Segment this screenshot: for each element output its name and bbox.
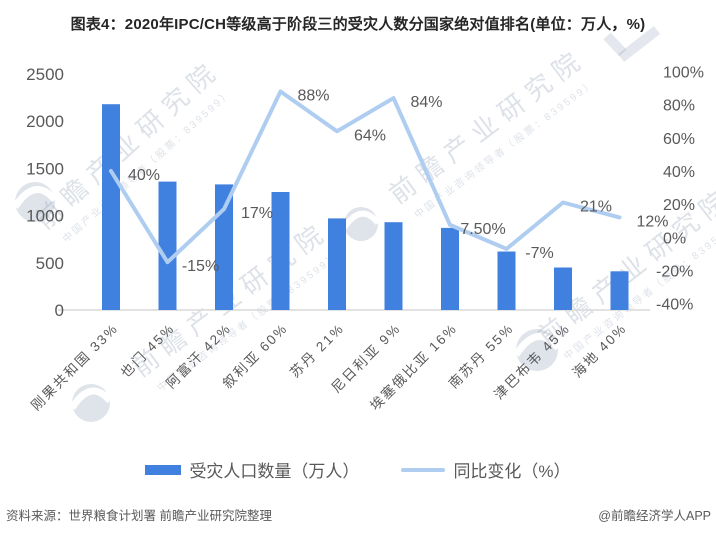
- category-label: 海地 40%: [570, 321, 630, 381]
- bar-6: [441, 227, 459, 310]
- legend-bar-label: 受灾人口数量（万人）: [189, 462, 360, 481]
- bar-3: [271, 192, 290, 310]
- watermark-globe-icon: [513, 329, 561, 371]
- line-data-label: -7%: [525, 245, 553, 262]
- right-axis-tick-label: 60%: [663, 131, 695, 148]
- left-axis-tick-label: 0: [55, 301, 64, 320]
- bar-9: [610, 271, 629, 310]
- watermark-check-icon: [603, 26, 661, 62]
- watermark-globe-icon: [12, 182, 58, 222]
- left-axis-tick-label: 1000: [26, 207, 64, 226]
- legend-line-swatch: [401, 467, 446, 472]
- right-axis-tick-label: 0%: [663, 230, 686, 247]
- line-data-label: 21%: [580, 199, 612, 216]
- legend-line-label: 同比变化（%）: [453, 462, 571, 481]
- bar-5: [384, 222, 403, 310]
- line-data-label: 84%: [410, 94, 442, 111]
- bar-2: [215, 184, 233, 310]
- trend-line: [109, 89, 622, 265]
- line-data-label: -15%: [182, 258, 219, 275]
- chart-title: 图表4：2020年IPC/CH等级高于阶段三的受灾人数分国家绝对值排名(单位：万…: [70, 16, 646, 33]
- line-data-label: 40%: [128, 167, 160, 184]
- legend-item-line-series: 同比变化（%）: [401, 457, 571, 482]
- legend: 受灾人口数量（万人） 同比变化（%）: [0, 457, 716, 482]
- right-axis-tick-label: 40%: [663, 164, 695, 181]
- legend-item-bar-series: 受灾人口数量（万人）: [145, 457, 359, 482]
- bar-0: [102, 104, 120, 310]
- category-label: 也门 45%: [118, 321, 178, 381]
- line-data-label: 64%: [354, 127, 386, 144]
- category-label: 刚果共和国 33%: [28, 321, 121, 414]
- source-note: 资料来源：世界粮食计划署 前瞻产业研究院整理: [6, 509, 272, 523]
- left-axis-tick-label: 500: [36, 254, 64, 273]
- right-axis-tick-label: -20%: [656, 263, 693, 280]
- bar-7: [497, 251, 516, 310]
- credit-note: @前瞻经济学人APP: [598, 509, 711, 523]
- line-data-label: 12%: [636, 213, 668, 230]
- right-axis-tick-label: 80%: [663, 98, 695, 115]
- line-data-label: 17%: [241, 205, 273, 222]
- right-axis-tick-label: -40%: [656, 297, 693, 314]
- left-axis-tick-label: 2500: [26, 65, 64, 84]
- footer: 资料来源：世界粮食计划署 前瞻产业研究院整理 @前瞻经济学人APP: [0, 505, 716, 524]
- bar-4: [328, 218, 346, 310]
- right-axis-tick-label: 20%: [663, 197, 695, 214]
- line-data-label: 7.50%: [460, 221, 505, 238]
- left-axis-tick-label: 2000: [26, 112, 64, 131]
- bar-8: [554, 267, 572, 310]
- watermark-globe-icon: [69, 384, 113, 422]
- right-axis-tick-label: 100%: [663, 65, 704, 82]
- left-axis-tick-label: 1500: [26, 159, 64, 178]
- category-label: 苏丹 21%: [287, 321, 347, 381]
- bar-1: [158, 181, 177, 310]
- line-data-label: 88%: [297, 87, 329, 104]
- watermark-globe-icon: [341, 207, 381, 241]
- legend-bar-swatch: [145, 464, 182, 475]
